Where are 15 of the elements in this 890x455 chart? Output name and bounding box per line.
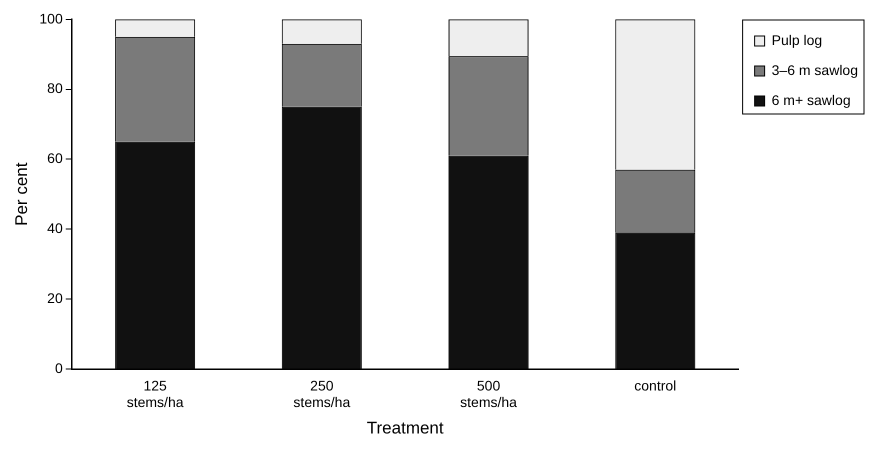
x-tick-label: control: [634, 377, 676, 394]
y-axis-title: Per cent: [12, 162, 31, 226]
x-tick-label: 250 stems/ha: [293, 377, 350, 410]
legend-label: 3–6 m sawlog: [772, 62, 858, 78]
y-tick-label: 100: [39, 10, 63, 26]
y-tick-label: 0: [54, 360, 63, 376]
y-tick-label: 80: [47, 80, 63, 96]
y-tick-label: 20: [47, 290, 63, 306]
x-tick-label: 500 stems/ha: [460, 377, 518, 410]
y-tick-label: 40: [47, 220, 63, 236]
x-tick-label: 125 stems/ha: [126, 377, 184, 410]
y-tick-label: 60: [47, 150, 63, 166]
legend-label: 6 m+ sawlog: [772, 92, 851, 108]
x-axis-title: Treatment: [366, 418, 444, 438]
legend-label: Pulp log: [772, 32, 822, 48]
